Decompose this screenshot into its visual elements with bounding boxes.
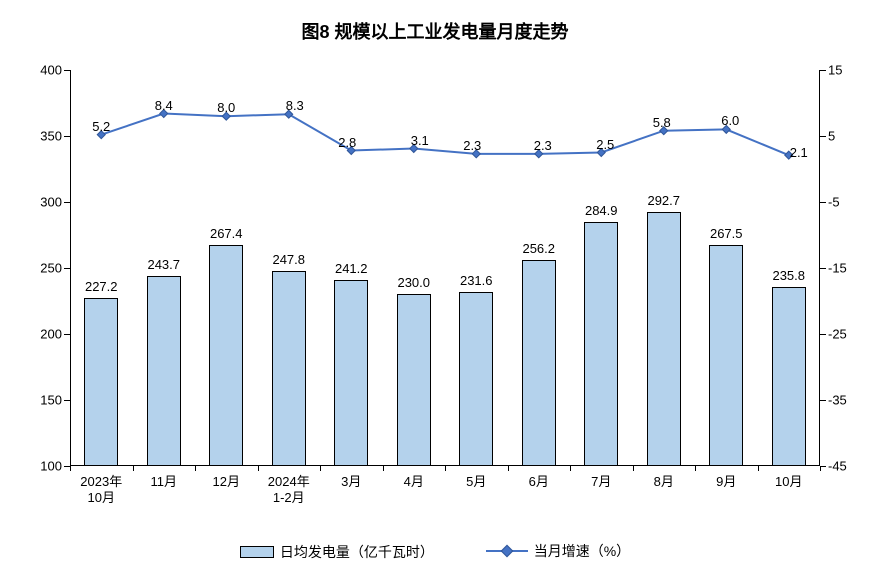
y2-tick-mark — [820, 334, 826, 335]
y2-tick-mark — [820, 268, 826, 269]
y2-tick-mark — [820, 400, 826, 401]
y1-tick-mark — [64, 400, 70, 401]
x-axis-label: 10月 — [758, 474, 820, 490]
x-tick-mark — [445, 466, 446, 471]
x-tick-mark — [820, 466, 821, 471]
legend-bar-label: 日均发电量（亿千瓦时） — [280, 542, 434, 562]
legend-line-swatch — [486, 544, 528, 558]
x-axis-label: 3月 — [320, 474, 382, 490]
x-tick-mark — [508, 466, 509, 471]
chart-container: 图8 规模以上工业发电量月度走势 227.2243.7267.4247.8241… — [0, 0, 870, 586]
legend: 日均发电量（亿千瓦时） 当月增速（%） — [0, 541, 870, 562]
y1-tick-mark — [64, 202, 70, 203]
y2-tick-label: -25 — [828, 327, 870, 342]
line-value-label: 2.1 — [790, 145, 808, 160]
x-tick-mark — [570, 466, 571, 471]
x-axis-label: 11月 — [133, 474, 195, 490]
y2-tick-label: -35 — [828, 393, 870, 408]
y1-tick-label: 250 — [12, 261, 62, 276]
y1-tick-label: 150 — [12, 393, 62, 408]
chart-title: 图8 规模以上工业发电量月度走势 — [0, 18, 870, 44]
x-axis-label: 9月 — [695, 474, 757, 490]
x-axis-label: 4月 — [383, 474, 445, 490]
line-value-label: 8.4 — [155, 98, 173, 113]
line-value-label: 5.8 — [653, 115, 671, 130]
x-tick-mark — [70, 466, 71, 471]
x-tick-mark — [633, 466, 634, 471]
line-value-label: 8.0 — [217, 100, 235, 115]
x-tick-mark — [258, 466, 259, 471]
y2-tick-label: 5 — [828, 129, 870, 144]
x-tick-mark — [320, 466, 321, 471]
x-axis-label: 2024年1-2月 — [258, 474, 320, 507]
y1-tick-label: 350 — [12, 129, 62, 144]
x-axis-label: 12月 — [195, 474, 257, 490]
x-tick-mark — [695, 466, 696, 471]
y1-tick-label: 200 — [12, 327, 62, 342]
y2-tick-label: -15 — [828, 261, 870, 276]
y1-tick-mark — [64, 70, 70, 71]
y1-tick-label: 100 — [12, 459, 62, 474]
y2-tick-label: 15 — [828, 63, 870, 78]
y1-tick-mark — [64, 136, 70, 137]
line-value-label: 2.3 — [463, 138, 481, 153]
y1-tick-mark — [64, 268, 70, 269]
line-layer — [70, 70, 820, 466]
plot-area: 227.2243.7267.4247.8241.2230.0231.6256.2… — [70, 70, 820, 466]
x-axis-label: 6月 — [508, 474, 570, 490]
legend-line-marker — [500, 545, 513, 558]
line-value-label: 5.2 — [92, 119, 110, 134]
y1-tick-mark — [64, 334, 70, 335]
legend-item-line: 当月增速（%） — [486, 541, 630, 561]
y1-tick-label: 400 — [12, 63, 62, 78]
line-value-label: 2.5 — [596, 137, 614, 152]
x-axis-label: 8月 — [633, 474, 695, 490]
x-axis-label: 7月 — [570, 474, 632, 490]
line-value-label: 8.3 — [286, 98, 304, 113]
line-value-label: 2.3 — [534, 138, 552, 153]
y2-tick-mark — [820, 136, 826, 137]
line-value-label: 6.0 — [721, 113, 739, 128]
x-tick-mark — [758, 466, 759, 471]
x-axis-label: 2023年10月 — [70, 474, 132, 507]
y2-tick-label: -45 — [828, 459, 870, 474]
legend-line-label: 当月增速（%） — [534, 541, 630, 561]
line-value-label: 3.1 — [411, 133, 429, 148]
x-tick-mark — [195, 466, 196, 471]
y2-tick-label: -5 — [828, 195, 870, 210]
line-value-label: 2.8 — [338, 135, 356, 150]
trend-line — [101, 114, 789, 156]
legend-bar-swatch — [240, 546, 274, 558]
y2-tick-mark — [820, 70, 826, 71]
x-axis-label: 5月 — [445, 474, 507, 490]
y2-tick-mark — [820, 202, 826, 203]
x-tick-mark — [383, 466, 384, 471]
y1-tick-label: 300 — [12, 195, 62, 210]
x-tick-mark — [133, 466, 134, 471]
legend-item-bars: 日均发电量（亿千瓦时） — [240, 542, 434, 562]
